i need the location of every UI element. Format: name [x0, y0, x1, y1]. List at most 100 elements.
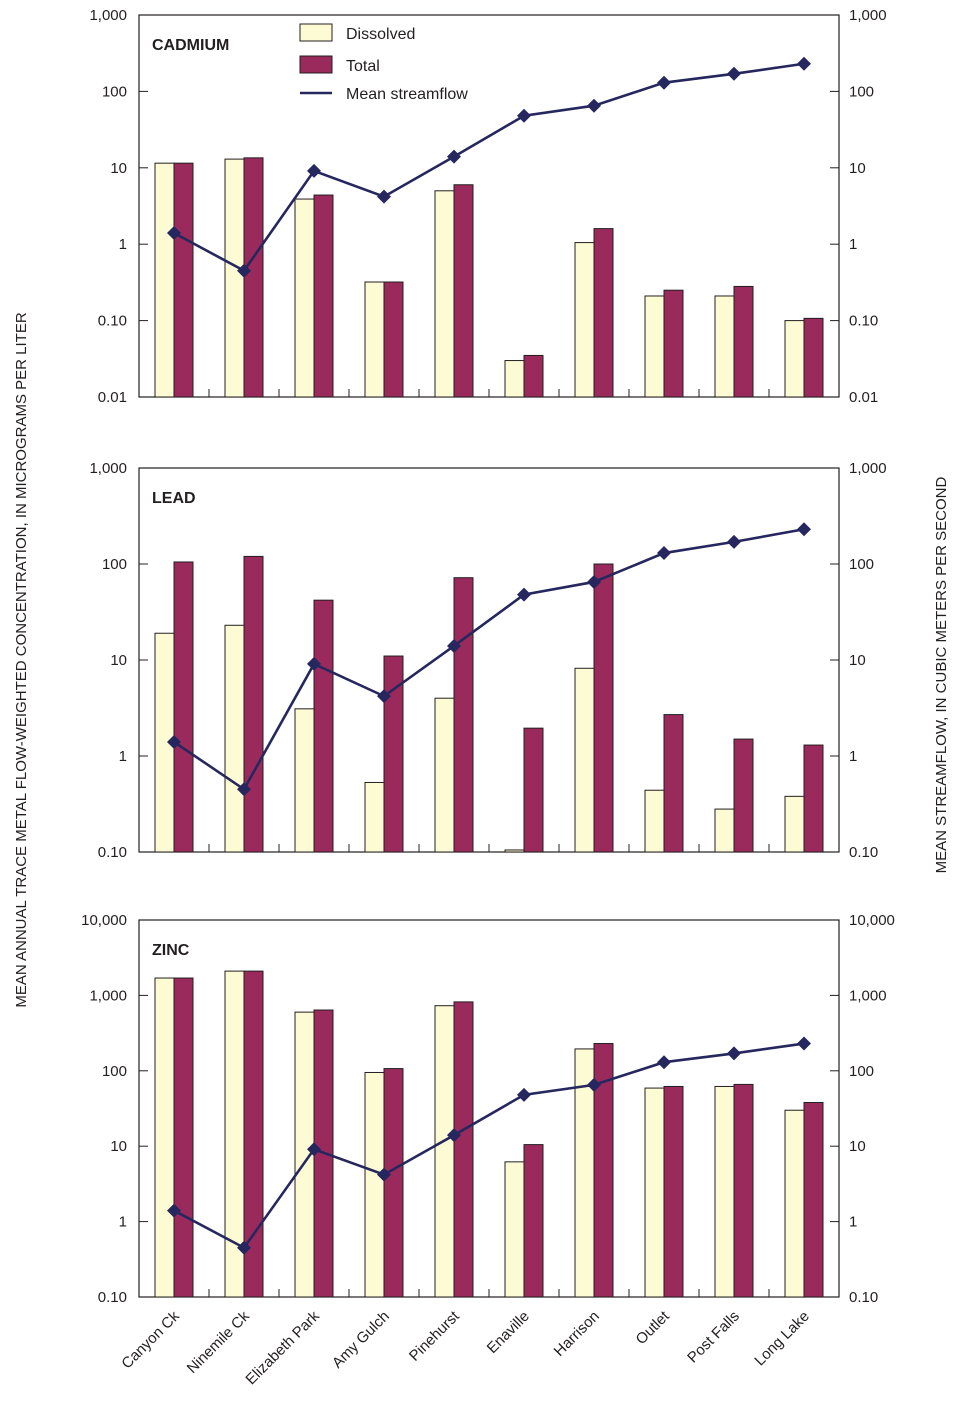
streamflow-marker [377, 189, 391, 204]
bar-dissolved [364, 781, 385, 853]
x-category-label: Harrison [551, 1308, 603, 1360]
y-tick-label-right: 1,000 [849, 987, 887, 1004]
streamflow-marker [587, 98, 601, 113]
y-tick-label-right: 100 [849, 556, 874, 573]
streamflow-marker [307, 1142, 321, 1157]
y-tick-label-left: 0.10 [98, 1289, 127, 1306]
streamflow-marker [587, 574, 601, 589]
y-tick-label-left: 1 [119, 236, 127, 253]
bar-total [173, 162, 194, 398]
streamflow-marker [727, 66, 741, 81]
bar-total [243, 555, 264, 853]
streamflow-marker [237, 263, 251, 278]
bar-dissolved [364, 281, 385, 398]
bar-total [663, 714, 684, 853]
panel-lead: 0.10 0.10 1 1 10 10 100 100 1,000 1,000 LEAD [89, 460, 886, 861]
legend-label-dissolved: Dissolved [346, 26, 415, 43]
panel-cadmium: 0.01 0.01 0.10 0.10 1 1 10 10 100 100 1,000 1,000 CA… [89, 7, 886, 406]
bar-total [173, 977, 194, 1298]
bar-total [523, 354, 544, 398]
bar-dissolved [574, 242, 595, 398]
streamflow-marker [447, 149, 461, 164]
bar-total [313, 194, 334, 398]
bar-total [523, 1144, 544, 1298]
y-tick-label-right: 1 [849, 748, 857, 765]
bar-dissolved [504, 360, 525, 398]
legend-label-streamflow: Mean streamflow [346, 86, 468, 103]
x-category-label: Canyon Ck [118, 1307, 183, 1372]
bar-total [453, 1001, 474, 1298]
y-tick-label-right: 10 [849, 160, 866, 177]
bar-dissolved [294, 198, 315, 398]
x-category-label: Ninemile Ck [184, 1307, 254, 1377]
y-tick-label-right: 0.10 [849, 313, 878, 330]
y-tick-label-right: 1,000 [849, 460, 887, 477]
legend-label-total: Total [346, 58, 380, 75]
bar-total [663, 1085, 684, 1298]
legend-swatch-dissolved [299, 23, 333, 42]
streamflow-marker [727, 1046, 741, 1061]
bar-dissolved [504, 849, 525, 853]
streamflow-marker [797, 522, 811, 537]
bar-total [383, 655, 404, 853]
bar-dissolved [434, 697, 455, 853]
bar-total [803, 317, 824, 398]
bar-total [453, 184, 474, 398]
bar-total [663, 289, 684, 398]
bar-dissolved [364, 1071, 385, 1298]
bar-dissolved [714, 1085, 735, 1298]
bar-total [593, 1043, 614, 1298]
bar-dissolved [154, 977, 175, 1298]
bar-total [523, 727, 544, 853]
streamflow-marker [167, 1203, 181, 1218]
y-tick-label-right: 1,000 [849, 7, 887, 24]
bar-dissolved [574, 667, 595, 853]
streamflow-marker [447, 638, 461, 653]
bar-total [453, 577, 474, 853]
streamflow-marker [307, 163, 321, 178]
streamflow-marker [517, 1087, 531, 1102]
streamflow-marker [657, 75, 671, 90]
bar-dissolved [714, 295, 735, 398]
x-category-label: Outlet [633, 1307, 674, 1348]
streamflow-marker [167, 734, 181, 749]
bar-dissolved [434, 1005, 455, 1298]
x-category-label: Post Falls [684, 1308, 743, 1367]
y-tick-label-left: 1 [119, 748, 127, 765]
y-tick-label-right: 10,000 [849, 912, 895, 929]
panel-zinc: 0.10 0.10 1 1 10 10 100 100 1,000 1,000 10,000 10,0… [81, 912, 895, 1306]
y-tick-label-left: 10,000 [81, 912, 127, 929]
panel-title: LEAD [152, 490, 196, 507]
y-tick-label-left: 10 [110, 652, 127, 669]
streamflow-marker [307, 656, 321, 671]
bar-total [313, 599, 334, 853]
streamflow-marker [517, 587, 531, 602]
y-tick-label-left: 1 [119, 1214, 127, 1231]
x-category-label: Long Lake [751, 1308, 813, 1370]
legend-swatch-total [299, 55, 333, 74]
streamflow-marker [237, 1240, 251, 1255]
panel-title: CADMIUM [152, 37, 229, 54]
y-tick-label-right: 0.10 [849, 1289, 878, 1306]
bar-total [593, 563, 614, 853]
streamflow-marker [517, 108, 531, 123]
bar-total [243, 157, 264, 398]
y-tick-label-left: 100 [102, 1063, 127, 1080]
y-tick-label-left: 10 [110, 1138, 127, 1155]
bar-total [733, 1083, 754, 1298]
bar-dissolved [644, 295, 665, 398]
streamflow-marker [167, 226, 181, 241]
y-tick-label-left: 100 [102, 556, 127, 573]
bar-dissolved [784, 320, 805, 398]
streamflow-marker [587, 1077, 601, 1092]
y-axis-title-right: MEAN STREAMFLOW, IN CUBIC METERS PER SEC… [933, 476, 950, 873]
y-tick-label-left: 1,000 [89, 7, 127, 24]
streamflow-marker [447, 1128, 461, 1143]
streamflow-marker [377, 689, 391, 704]
bar-total [733, 285, 754, 398]
streamflow-line [173, 527, 805, 792]
bar-dissolved [644, 789, 665, 853]
bar-dissolved [784, 795, 805, 853]
streamflow-marker [657, 546, 671, 561]
